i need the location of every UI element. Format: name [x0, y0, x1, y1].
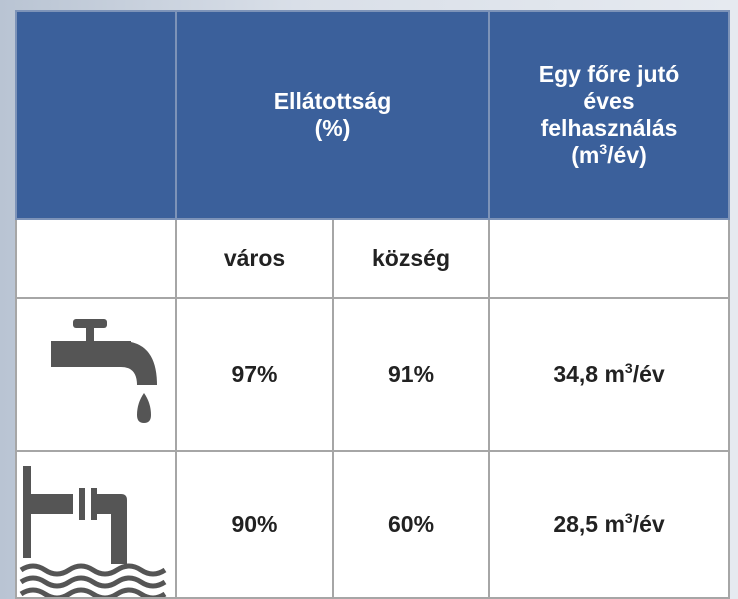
- water-table: Ellátottság (%) Egy főre jutó éves felha…: [15, 10, 731, 599]
- cell-sup: 3: [624, 510, 633, 526]
- unit-sup: 3: [599, 141, 608, 157]
- header-cell: Egy főre jutó éves felhasználás (m3/év): [488, 10, 731, 220]
- cell: község: [331, 218, 491, 299]
- header-text: (%): [314, 115, 351, 141]
- cell-sup: 3: [624, 360, 633, 376]
- tap-icon: [51, 318, 157, 423]
- cell: város: [175, 218, 334, 299]
- header-text: felhasználás: [540, 115, 678, 141]
- cell-text: /év: [632, 361, 665, 387]
- row: 97% 91% 34,8 m3/év: [15, 297, 731, 452]
- header-text: Egy főre jutó: [538, 61, 680, 87]
- cell: [15, 218, 177, 299]
- cell: 91%: [331, 297, 491, 452]
- cell: 90%: [175, 450, 334, 599]
- subheader-row: város község: [15, 218, 731, 299]
- cell: 28,5 m3/év: [488, 450, 731, 599]
- cell: 97%: [175, 297, 334, 452]
- header-empty: [15, 10, 177, 220]
- unit-text: (m: [571, 142, 600, 168]
- header-cell: Ellátottság (%): [174, 10, 491, 220]
- cell-text: 28,5 m: [553, 511, 625, 537]
- header-text: (m3/év): [490, 142, 728, 169]
- row: 90% 60% 28,5 m3/év: [15, 450, 731, 599]
- unit-text: /év): [607, 142, 647, 168]
- icon-cell: [15, 297, 177, 452]
- icon-cell: [15, 450, 177, 599]
- header-text: éves: [583, 88, 635, 114]
- header-text: Ellátottság: [273, 88, 392, 114]
- sewer-icon: [19, 466, 167, 597]
- cell-text: 34,8 m: [553, 361, 625, 387]
- cell: [488, 218, 731, 299]
- cell: 34,8 m3/év: [488, 297, 731, 452]
- cell-text: /év: [632, 511, 665, 537]
- cell: 60%: [331, 450, 491, 599]
- header-row: Ellátottság (%) Egy főre jutó éves felha…: [15, 10, 731, 220]
